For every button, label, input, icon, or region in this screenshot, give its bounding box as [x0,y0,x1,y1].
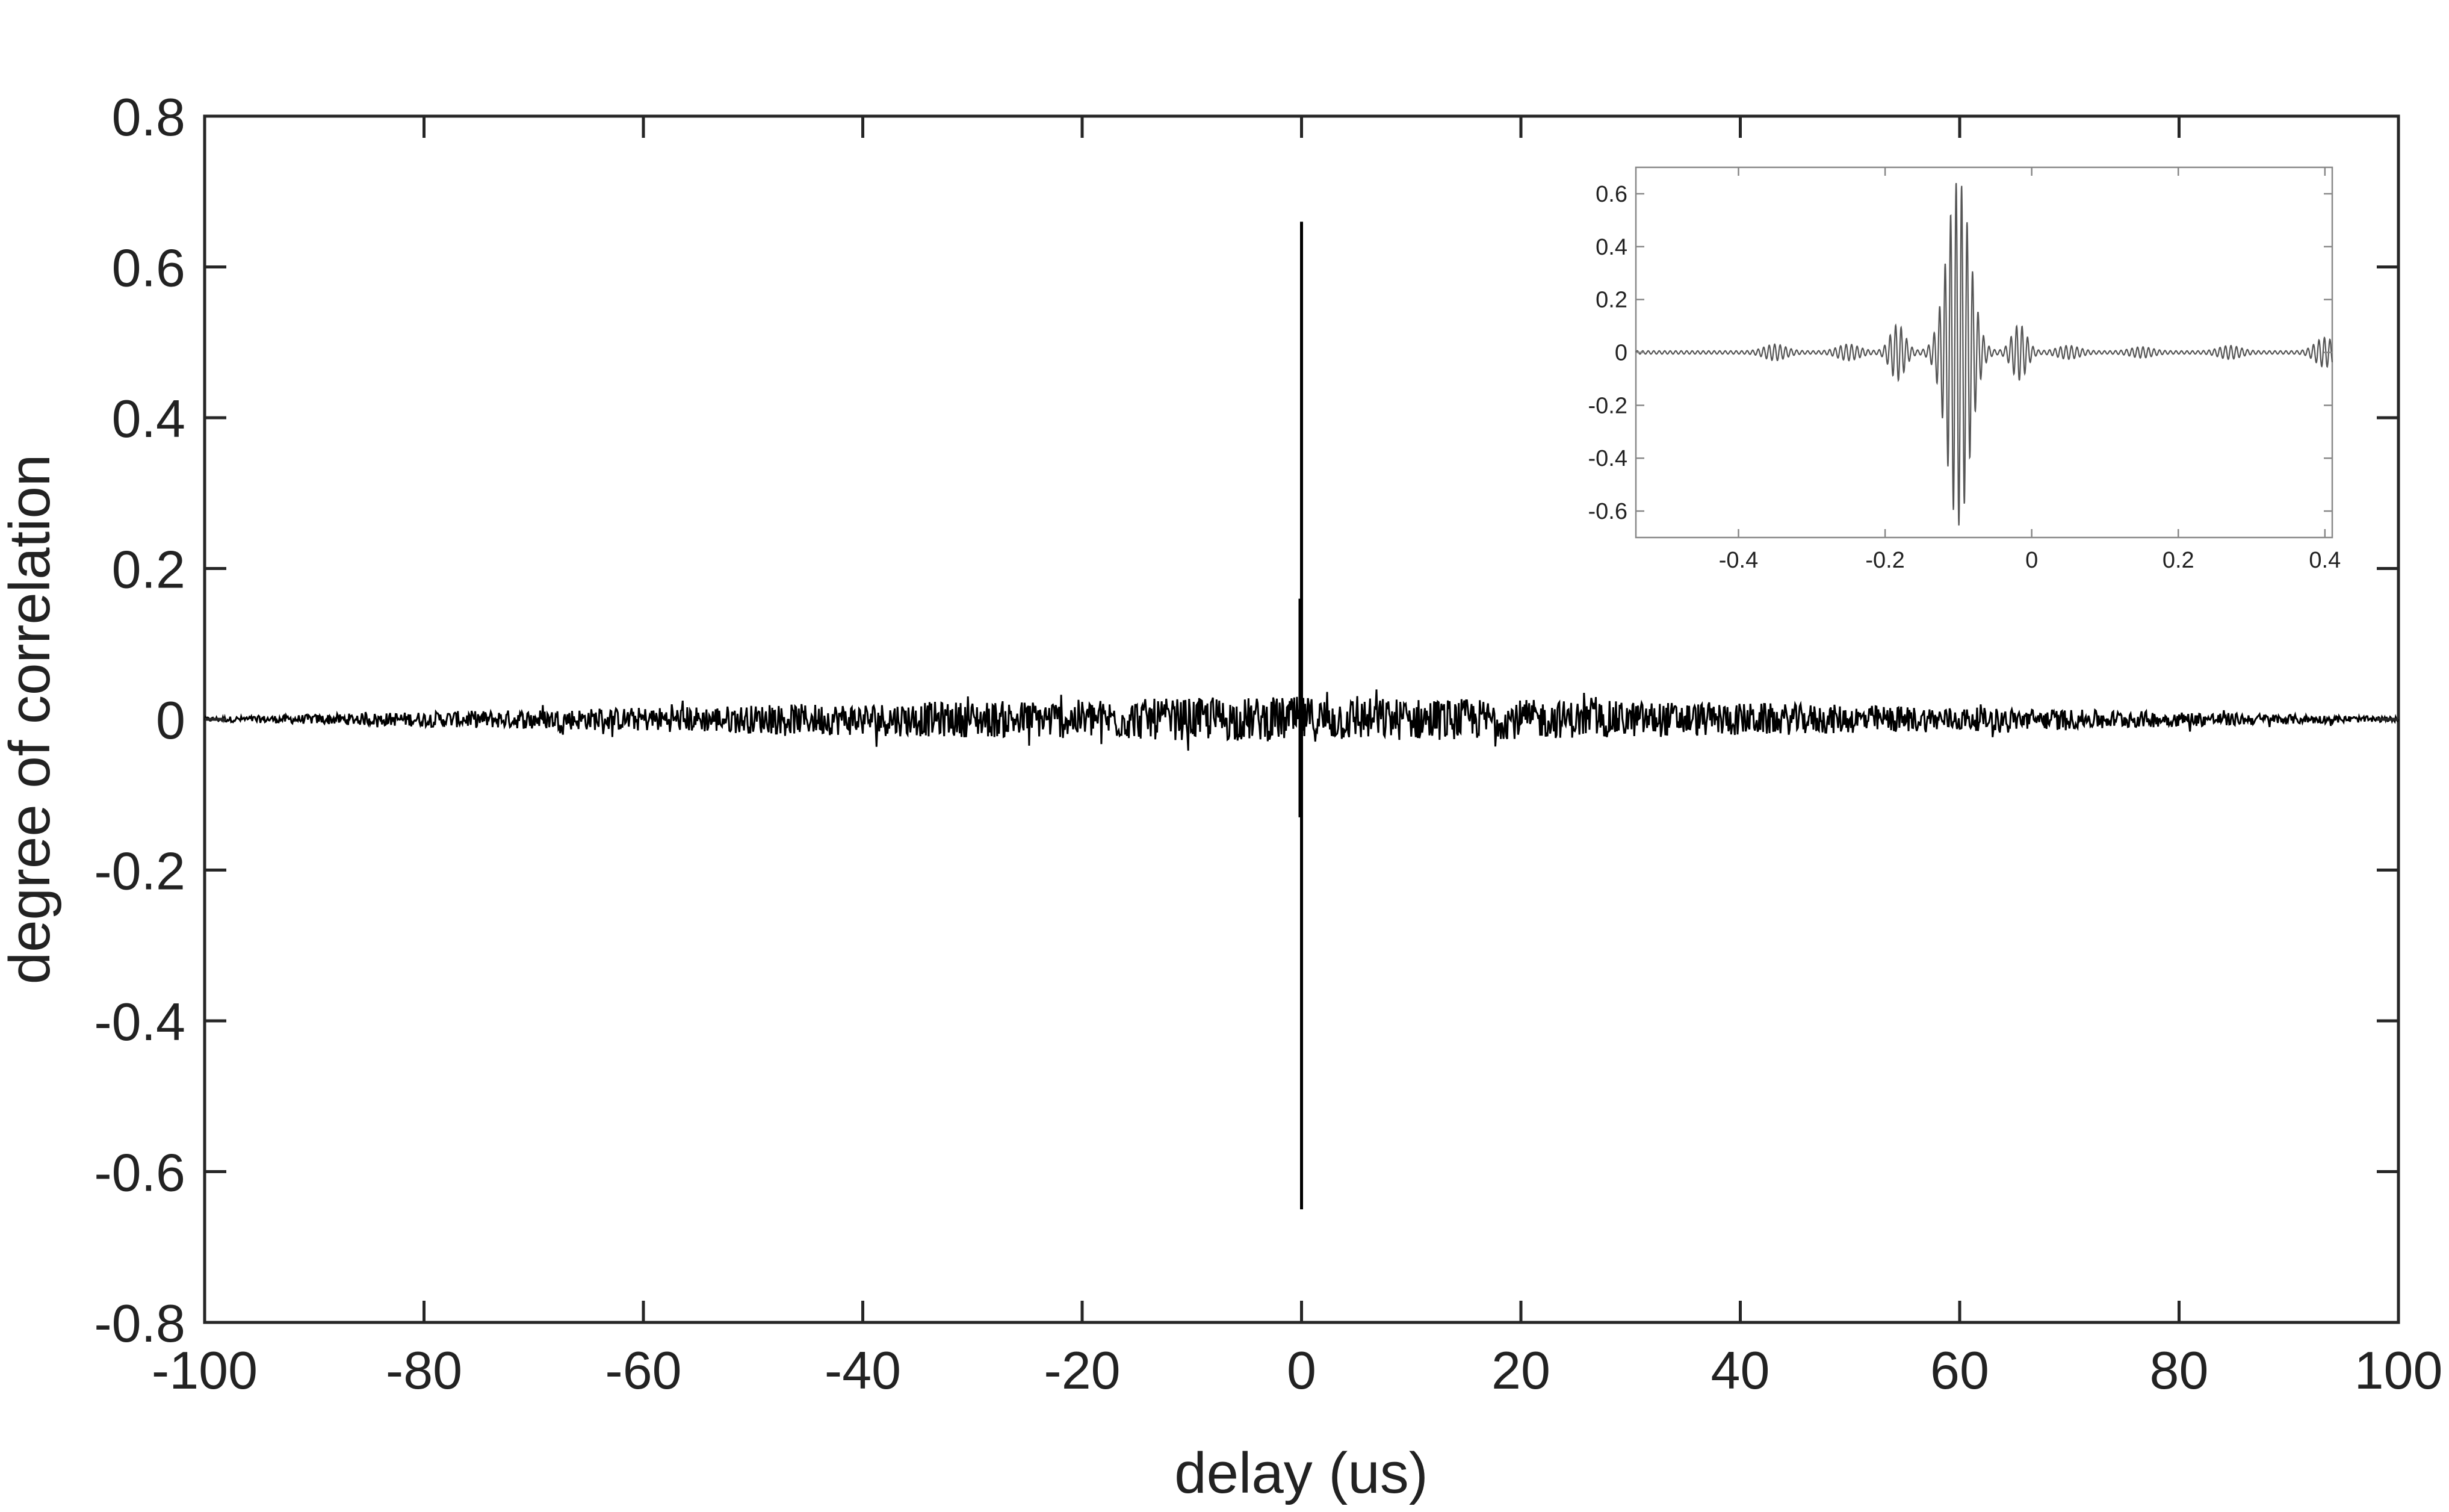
y-tick-label: -0.6 [1588,499,1627,524]
x-tick-label: 20 [1491,1340,1550,1400]
x-tick-label: -0.2 [1865,548,1904,573]
y-tick-label: 0.2 [1596,288,1627,313]
y-tick-label: 0.6 [112,238,185,298]
x-tick-label: -60 [605,1340,681,1400]
y-tick-label: 0 [156,690,185,750]
x-tick-label: 0.4 [2309,548,2341,573]
y-tick-label: -0.4 [1588,446,1627,471]
x-tick-label: 0.2 [2163,548,2194,573]
y-tick-label: 0 [1615,341,1627,366]
y-axis-label: degree of correlation [0,454,62,985]
y-tick-label: -0.2 [94,841,185,901]
x-tick-label: 40 [1711,1340,1770,1400]
y-tick-label: 0.4 [1596,235,1627,260]
x-tick-label: -80 [386,1340,462,1400]
x-tick-label: 80 [2150,1340,2209,1400]
x-tick-label: 0 [1287,1340,1316,1400]
y-tick-label: 0.6 [1596,182,1627,207]
x-tick-label: 60 [1930,1340,1989,1400]
x-tick-label: 0 [2025,548,2038,573]
y-tick-label: -0.4 [94,992,185,1052]
y-tick-label: -0.6 [94,1143,185,1203]
y-tick-label: 0.4 [112,389,185,448]
x-tick-label: 100 [2355,1340,2443,1400]
x-tick-label: -40 [825,1340,901,1400]
x-tick-label: -20 [1044,1340,1120,1400]
y-tick-label: -0.8 [94,1294,185,1353]
x-axis-label: delay (us) [1174,1441,1428,1505]
y-tick-label: -0.2 [1588,393,1627,418]
y-tick-label: 0.8 [112,87,185,147]
y-tick-label: 0.2 [112,540,185,600]
inset-plot: -0.4 -0.2 0 0.2 0.4 -0.6 -0.4 -0.2 0 0.2 0.4 0.6 [1588,167,2341,573]
x-tick-label: -0.4 [1719,548,1758,573]
